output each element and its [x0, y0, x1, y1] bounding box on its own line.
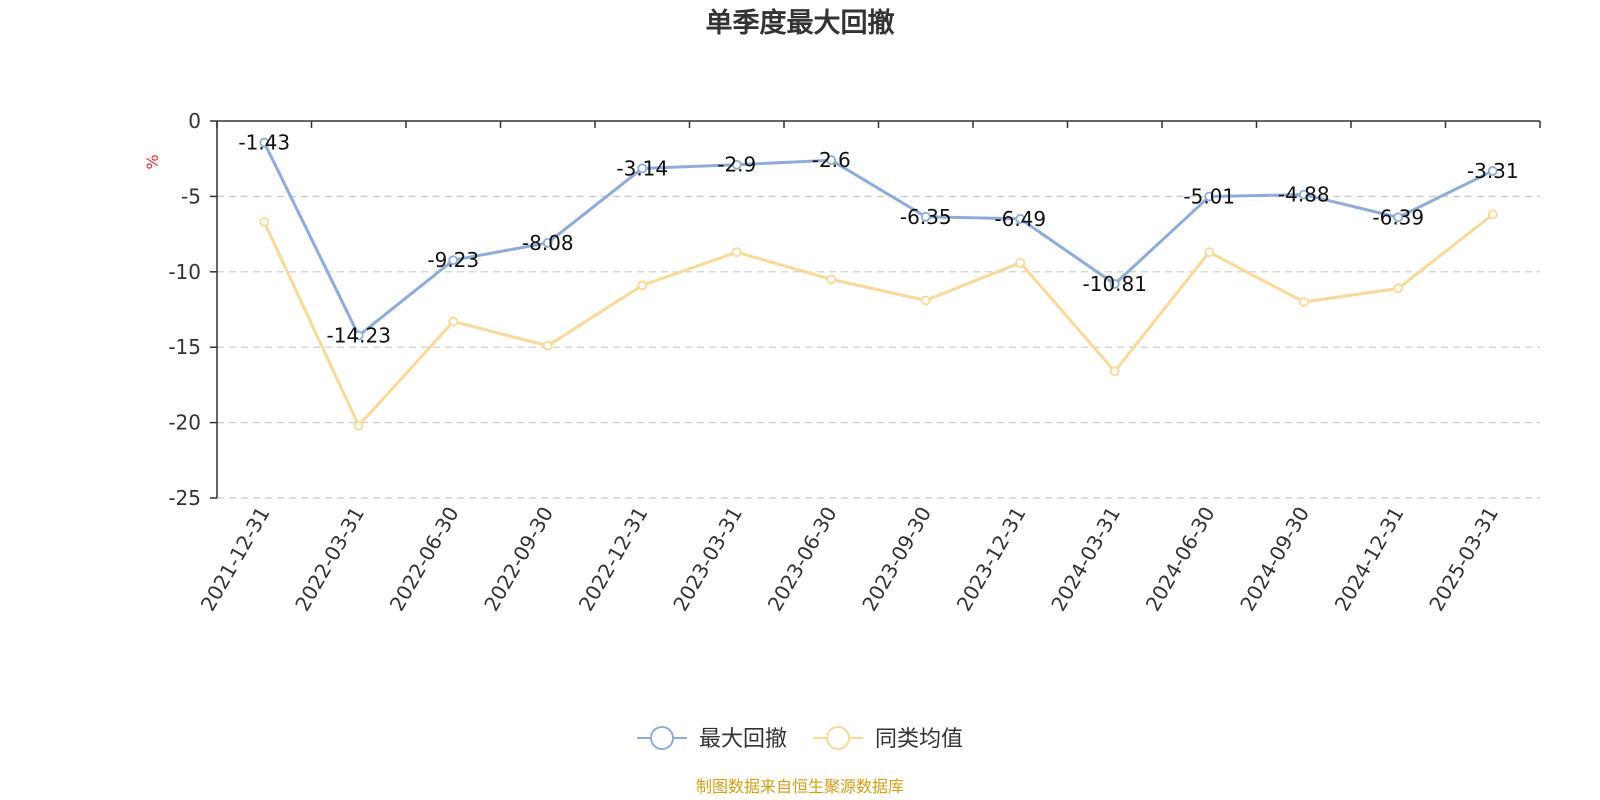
x-tick-label: 2023-09-30: [857, 503, 936, 616]
series-layer: [259, 137, 1498, 431]
data-label: -6.39: [1372, 205, 1424, 229]
data-label: -2.6: [812, 148, 851, 172]
series-1-point: [353, 330, 364, 341]
series-1-point: [259, 137, 270, 148]
legend-item-2: 同类均值: [813, 726, 963, 752]
y-tick-label: -5: [181, 184, 201, 208]
series-1-point: [920, 211, 931, 222]
data-label: -6.49: [994, 207, 1046, 231]
series-1-point: [1109, 279, 1120, 289]
series-1-point: [1015, 213, 1026, 224]
data-label: -9.23: [427, 248, 479, 272]
chart-title: 单季度最大回撤: [706, 7, 895, 39]
series-1-point: [542, 237, 553, 248]
y-tick-label: -15: [168, 335, 201, 359]
x-tick-label: 2025-03-31: [1424, 503, 1503, 616]
data-label: -14.23: [327, 324, 391, 348]
x-tick-label: 2021-12-31: [196, 503, 275, 616]
data-label: -2.9: [717, 153, 756, 177]
legend-marker: [826, 726, 850, 750]
legend: 最大回撤 同类均值: [637, 726, 963, 752]
y-tick-label: -10: [168, 260, 201, 284]
series-2-point: [920, 295, 931, 306]
series-1-point: [1393, 212, 1404, 223]
series-2-point: [1487, 209, 1498, 220]
data-label: -3.31: [1467, 159, 1519, 183]
data-label: -1.43: [238, 131, 290, 155]
source-note: 制图数据来自恒生聚源数据库: [696, 777, 904, 796]
x-tick-label: 2023-03-31: [668, 503, 747, 616]
data-label: -8.08: [522, 231, 574, 255]
series-2-point: [1015, 257, 1026, 268]
series-2-point: [1393, 283, 1404, 294]
series-1-point: [1487, 166, 1498, 176]
x-tick-label: 2023-12-31: [952, 503, 1031, 616]
series-2-point: [353, 420, 364, 431]
x-tick-label: 2024-03-31: [1046, 503, 1125, 616]
legend-item-1: 最大回撤: [637, 726, 787, 752]
series-2-point: [1109, 366, 1120, 377]
data-labels: -1.43 -14.23 -9.23 -8.08 -3.14 -2.9 -2.6 -6.35 -…: [238, 131, 1518, 348]
x-tick-label: 2024-09-30: [1235, 503, 1314, 616]
data-label: -4.88: [1278, 183, 1330, 207]
series-1-point: [731, 159, 742, 170]
x-tick-label: 2023-06-30: [763, 503, 842, 616]
series-1-point: [637, 163, 648, 174]
series-2-point: [542, 340, 553, 351]
data-label: -6.35: [900, 205, 952, 229]
x-tick-label: 2022-03-31: [290, 503, 369, 616]
series-line-2: [262, 213, 1494, 428]
legend-marker: [650, 726, 674, 750]
legend-label: 同类均值: [875, 727, 963, 752]
data-label: -5.01: [1183, 185, 1235, 209]
series-line-1: [262, 141, 1494, 338]
x-tick-label: 2022-06-30: [385, 503, 464, 616]
series-2-point: [448, 316, 459, 327]
series-2-point: [1298, 297, 1309, 307]
series-2-point: [1204, 247, 1215, 258]
series-2-point: [731, 247, 742, 258]
series-1-point: [448, 255, 459, 266]
legend-label: 最大回撤: [699, 727, 787, 752]
y-tick-label: 0: [188, 109, 201, 133]
series-2-point: [826, 274, 837, 285]
x-tick-label: 2022-09-30: [479, 503, 558, 616]
series-1-point: [826, 155, 837, 166]
data-label: -10.81: [1083, 272, 1147, 296]
y-axis-unit-label: %: [143, 154, 162, 169]
series-1-point: [1298, 189, 1309, 200]
x-tick-label: 2024-06-30: [1141, 503, 1220, 616]
series-1-point: [1204, 191, 1215, 202]
y-tick-label: -20: [168, 411, 201, 435]
y-tick-label: -25: [168, 486, 201, 510]
grid-lines: [217, 195, 1540, 499]
series-2-point: [637, 280, 648, 291]
data-label: -3.14: [616, 156, 668, 180]
x-tick-label: 2024-12-31: [1330, 503, 1409, 616]
series-2-point: [259, 217, 270, 227]
x-tick-label: 2022-12-31: [574, 503, 653, 616]
